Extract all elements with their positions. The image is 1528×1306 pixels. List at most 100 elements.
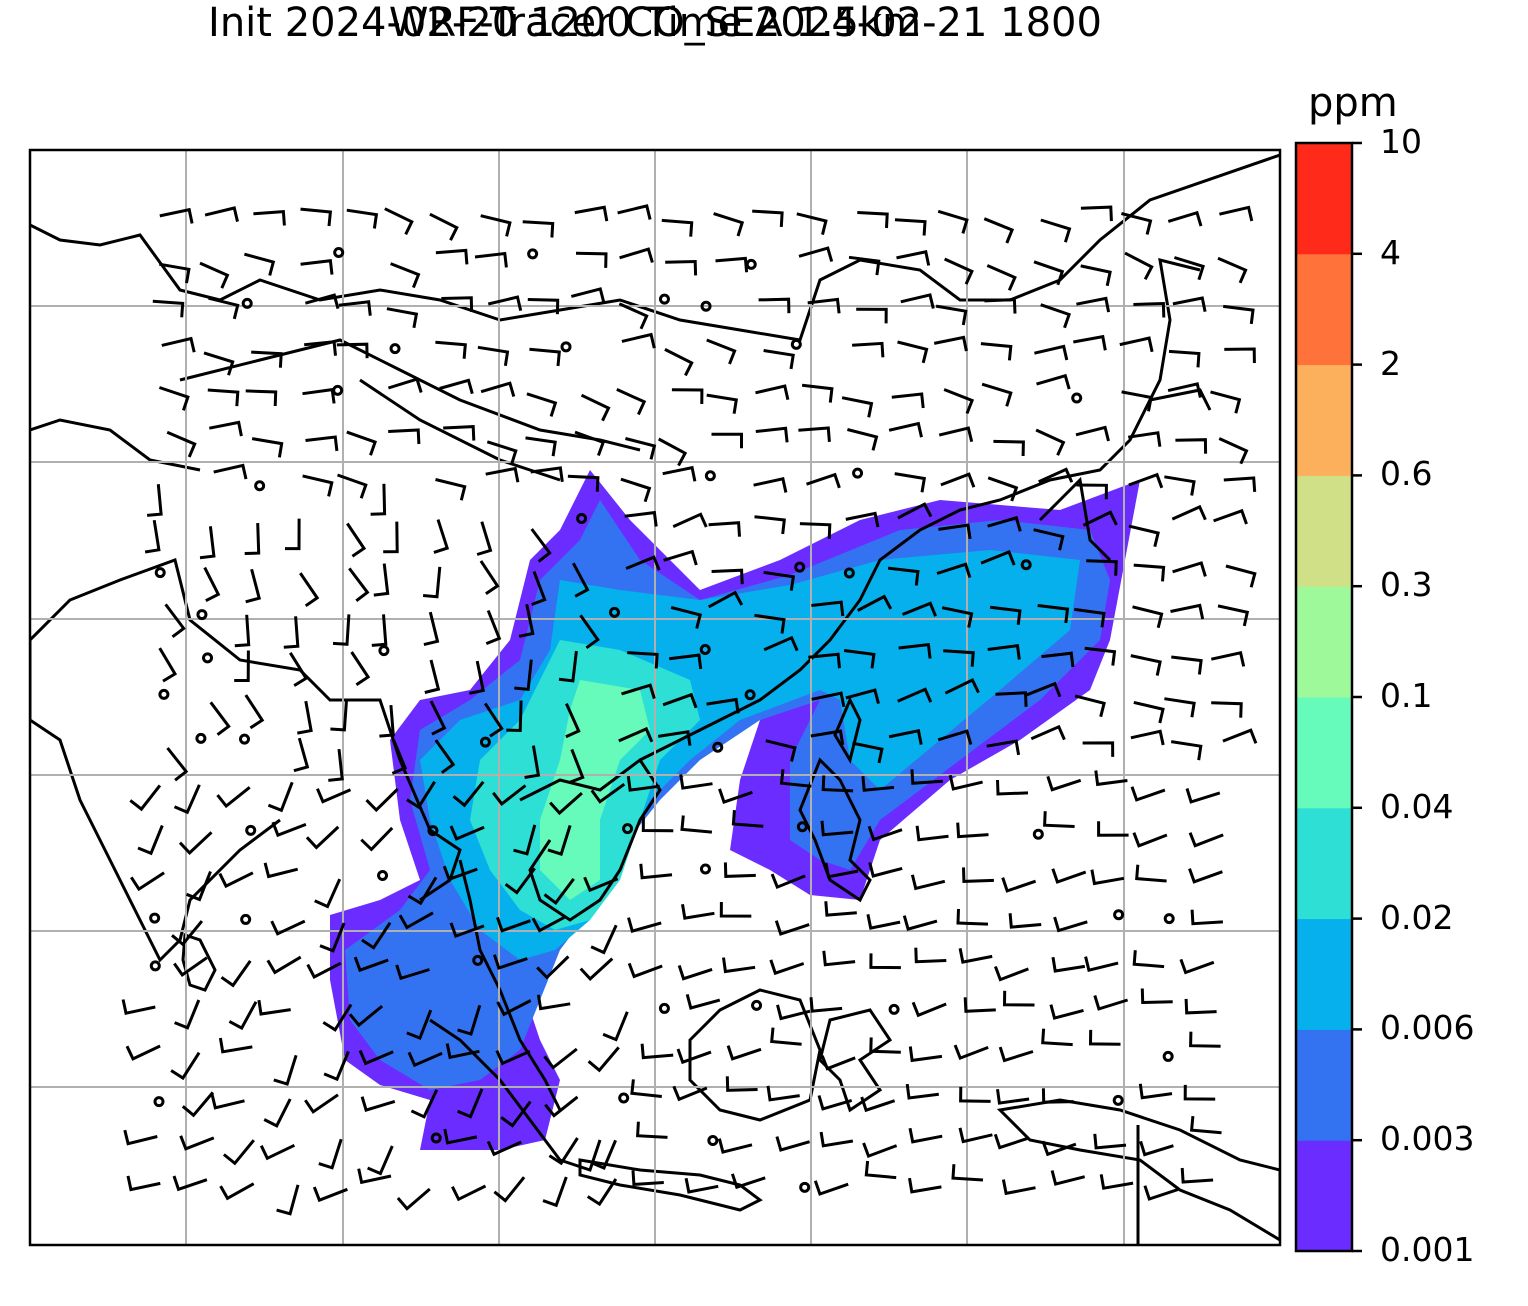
calm-wind-marker bbox=[479, 736, 491, 748]
wind-barb bbox=[807, 297, 841, 314]
calm-wind-marker bbox=[1112, 1094, 1124, 1106]
wind-barb bbox=[864, 1160, 897, 1180]
wind-barb bbox=[1073, 334, 1107, 351]
wind-barb bbox=[406, 1009, 433, 1040]
wind-barb bbox=[868, 862, 903, 878]
wind-barb bbox=[1121, 212, 1153, 235]
wind-barb bbox=[938, 523, 972, 540]
wind-barb bbox=[869, 1037, 901, 1054]
calm-wind-marker bbox=[699, 863, 711, 875]
wind-barb bbox=[173, 784, 201, 815]
wind-barb bbox=[379, 704, 395, 738]
wind-barb bbox=[1035, 428, 1066, 456]
wind-barb bbox=[625, 437, 657, 460]
wind-barb bbox=[504, 867, 536, 895]
wind-barb bbox=[626, 776, 660, 792]
wind-barb bbox=[1043, 811, 1075, 828]
wind-barb bbox=[1073, 607, 1106, 628]
colorbar bbox=[1296, 141, 1362, 1253]
wind-barb bbox=[719, 901, 752, 918]
wind-barb bbox=[959, 1086, 991, 1103]
wind-barb bbox=[219, 1182, 255, 1201]
wind-barb bbox=[123, 1129, 158, 1146]
wind-barb bbox=[586, 1178, 618, 1207]
wind-barb bbox=[847, 428, 879, 451]
wind-barb bbox=[580, 393, 611, 422]
wind-barb bbox=[387, 377, 423, 393]
calm-wind-marker bbox=[196, 609, 208, 621]
calm-wind-marker bbox=[378, 645, 390, 657]
wind-barb bbox=[346, 522, 367, 558]
calm-wind-marker bbox=[576, 512, 588, 524]
wind-barb bbox=[1127, 431, 1162, 447]
wind-barb bbox=[251, 350, 283, 368]
wind-barb bbox=[383, 521, 399, 554]
wind-barb bbox=[1171, 655, 1203, 675]
wind-barb bbox=[672, 1085, 708, 1102]
calm-wind-marker bbox=[707, 1135, 719, 1147]
wind-barb bbox=[1086, 559, 1118, 576]
calm-wind-marker bbox=[153, 1096, 165, 1108]
wind-barb bbox=[993, 439, 1025, 457]
wind-barb bbox=[181, 1091, 215, 1118]
wind-barb bbox=[1217, 256, 1248, 284]
wind-barb bbox=[210, 1093, 245, 1110]
wind-barb bbox=[811, 691, 846, 708]
wind-barb bbox=[933, 335, 968, 352]
wind-barb bbox=[862, 1142, 898, 1159]
wind-barb bbox=[987, 476, 1019, 502]
wind-barb bbox=[529, 347, 561, 367]
wind-barb bbox=[852, 341, 885, 358]
wind-barb bbox=[951, 1164, 984, 1182]
wind-barb bbox=[137, 824, 164, 856]
colorbar-segment bbox=[1296, 1029, 1352, 1141]
wind-barb bbox=[1036, 373, 1071, 390]
wind-barb bbox=[669, 653, 703, 670]
wind-barb bbox=[769, 959, 805, 976]
wind-barb bbox=[861, 776, 895, 792]
wind-barb bbox=[755, 384, 790, 401]
wind-barb bbox=[583, 876, 619, 893]
wind-barb bbox=[346, 430, 378, 456]
wind-barb bbox=[722, 957, 756, 974]
wind-barb bbox=[244, 252, 276, 276]
wind-barb bbox=[980, 342, 1013, 361]
wind-barb bbox=[1051, 956, 1086, 973]
wind-barb bbox=[1040, 303, 1072, 329]
wind-barb bbox=[1135, 864, 1167, 883]
wind-barb bbox=[1219, 205, 1254, 222]
calm-wind-marker bbox=[796, 821, 808, 833]
wind-barb bbox=[527, 298, 560, 315]
wind-barb bbox=[358, 1049, 394, 1066]
wind-barb bbox=[474, 251, 508, 268]
wind-barb bbox=[302, 387, 336, 404]
coastline-sumatra bbox=[429, 1018, 602, 1172]
wind-barb bbox=[910, 874, 946, 891]
wind-barb bbox=[548, 1137, 579, 1166]
wind-barb bbox=[1171, 504, 1207, 521]
wind-barb bbox=[1130, 654, 1162, 676]
wind-barb bbox=[207, 388, 240, 407]
wind-barb bbox=[398, 911, 434, 930]
wind-barb bbox=[1074, 694, 1106, 718]
coastline-sulawesi bbox=[818, 1008, 893, 1113]
wind-barb bbox=[1188, 868, 1223, 884]
wind-barb bbox=[627, 917, 662, 933]
wind-barb bbox=[337, 473, 368, 499]
wind-barb bbox=[300, 207, 333, 227]
wind-barb bbox=[348, 567, 370, 602]
wind-barb bbox=[1026, 681, 1062, 698]
wind-barb bbox=[1041, 1028, 1073, 1047]
wind-barb bbox=[570, 287, 606, 303]
calm-wind-marker bbox=[794, 561, 806, 573]
wind-barb bbox=[856, 307, 888, 324]
calm-wind-marker bbox=[377, 870, 389, 882]
wind-barb bbox=[244, 523, 261, 555]
wind-barb bbox=[813, 1180, 849, 1196]
wind-barb bbox=[146, 484, 163, 517]
calm-wind-marker bbox=[245, 824, 257, 836]
wind-barb bbox=[1213, 508, 1248, 525]
wind-barb bbox=[1030, 724, 1066, 741]
wind-barb bbox=[1093, 1133, 1127, 1150]
wind-barb bbox=[956, 908, 989, 926]
